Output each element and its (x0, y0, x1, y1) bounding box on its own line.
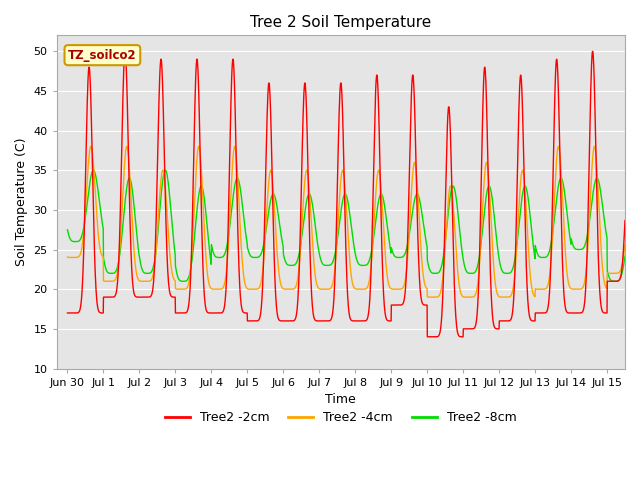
Y-axis label: Soil Temperature (C): Soil Temperature (C) (15, 138, 28, 266)
Text: TZ_soilco2: TZ_soilco2 (68, 48, 137, 61)
Legend: Tree2 -2cm, Tree2 -4cm, Tree2 -8cm: Tree2 -2cm, Tree2 -4cm, Tree2 -8cm (160, 406, 522, 429)
Title: Tree 2 Soil Temperature: Tree 2 Soil Temperature (250, 15, 431, 30)
X-axis label: Time: Time (326, 393, 356, 406)
